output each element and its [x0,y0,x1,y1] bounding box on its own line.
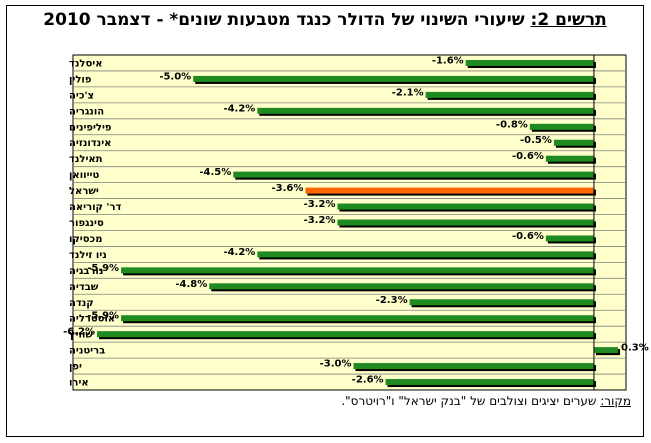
category-label: מכסיקו [69,234,102,245]
chart-title-label: תרשים 2: [530,10,607,30]
value-label: -5.0% [159,71,191,82]
chart-title-text: שיעורי השינוי של הדולר כנגד מטבעות שונים… [43,10,525,30]
value-label: -6.2% [63,327,95,338]
bar-highlight [305,187,594,194]
source-label: מקור: [600,394,631,408]
value-label: -3.2% [304,199,336,210]
bar [385,379,594,386]
value-label: -5.9% [87,311,119,322]
category-label: אירו [69,378,89,389]
category-label: ישראל [69,186,99,197]
category-labels: איסלנד פולין צ'כיה הונגריה פיליפינים אינדונזי… [69,58,121,388]
source-note: מקור: שערים יציגים וצולבים של "בנק ישראל… [341,394,631,408]
category-label: פולין [69,74,92,85]
bar [337,219,594,226]
value-label: -4.8% [175,279,207,290]
value-label: -3.0% [320,359,352,370]
category-label: סינגפור [69,218,104,229]
chart-title: תרשים 2: שיעורי השינוי של הדולר כנגד מטב… [10,9,640,31]
category-label: פיליפינים [69,122,112,133]
value-label: -4.2% [223,247,255,258]
category-label: יפן [69,362,82,373]
category-label: בריטניה [69,346,105,357]
value-label: -4.2% [223,103,255,114]
value-label: -3.6% [272,183,304,194]
bar [545,235,594,242]
bar [593,347,618,354]
category-label: תאילנד [69,154,103,165]
bar [121,267,594,274]
bar [409,299,594,306]
bar [193,75,594,82]
bar [257,107,594,114]
category-label: דר' קוריאה [69,202,121,213]
gridlines [73,70,626,375]
category-label: ניו זילנד [69,250,107,261]
bar [465,59,594,66]
value-labels: -1.6% -5.0% -2.1% -4.2% -0.8% -0.5% -0.6% -4.5%… [63,55,649,385]
bar [233,171,594,178]
bar [529,123,594,130]
bar [97,331,594,338]
value-label: 0.3% [621,343,649,354]
bar [257,251,594,258]
bars [97,59,620,388]
source-text: שערים יציגים וצולבים של "בנק ישראל" ו"רו… [341,394,597,408]
value-label: -2.6% [352,375,384,386]
value-label: -3.2% [304,215,336,226]
value-label: -4.5% [199,167,231,178]
value-label: -1.6% [432,55,464,66]
bar [425,91,594,98]
category-label: שוויץ [69,330,93,341]
category-label: טייוואן [69,170,99,181]
value-label: -0.6% [512,231,544,242]
value-label: -0.8% [496,119,528,130]
bar [337,203,594,210]
value-label: -0.5% [520,135,552,146]
category-label: אינדונזיה [69,138,111,149]
value-label: -2.1% [392,87,424,98]
bar [553,139,594,146]
value-label: -0.6% [512,151,544,162]
value-label: -2.3% [376,295,408,306]
category-label: נורבגיה [69,266,103,277]
bar [353,363,594,370]
bar [209,283,594,290]
category-label: קנדה [69,298,94,309]
category-label: צ'כיה [69,90,94,101]
bar [121,315,594,322]
category-label: הונגריה [69,106,104,117]
value-label: -5.9% [87,263,119,274]
category-label: אוסטרליה [69,314,115,325]
category-label: שבדיה [69,282,99,293]
bar [545,155,594,162]
category-label: איסלנד [69,58,102,69]
